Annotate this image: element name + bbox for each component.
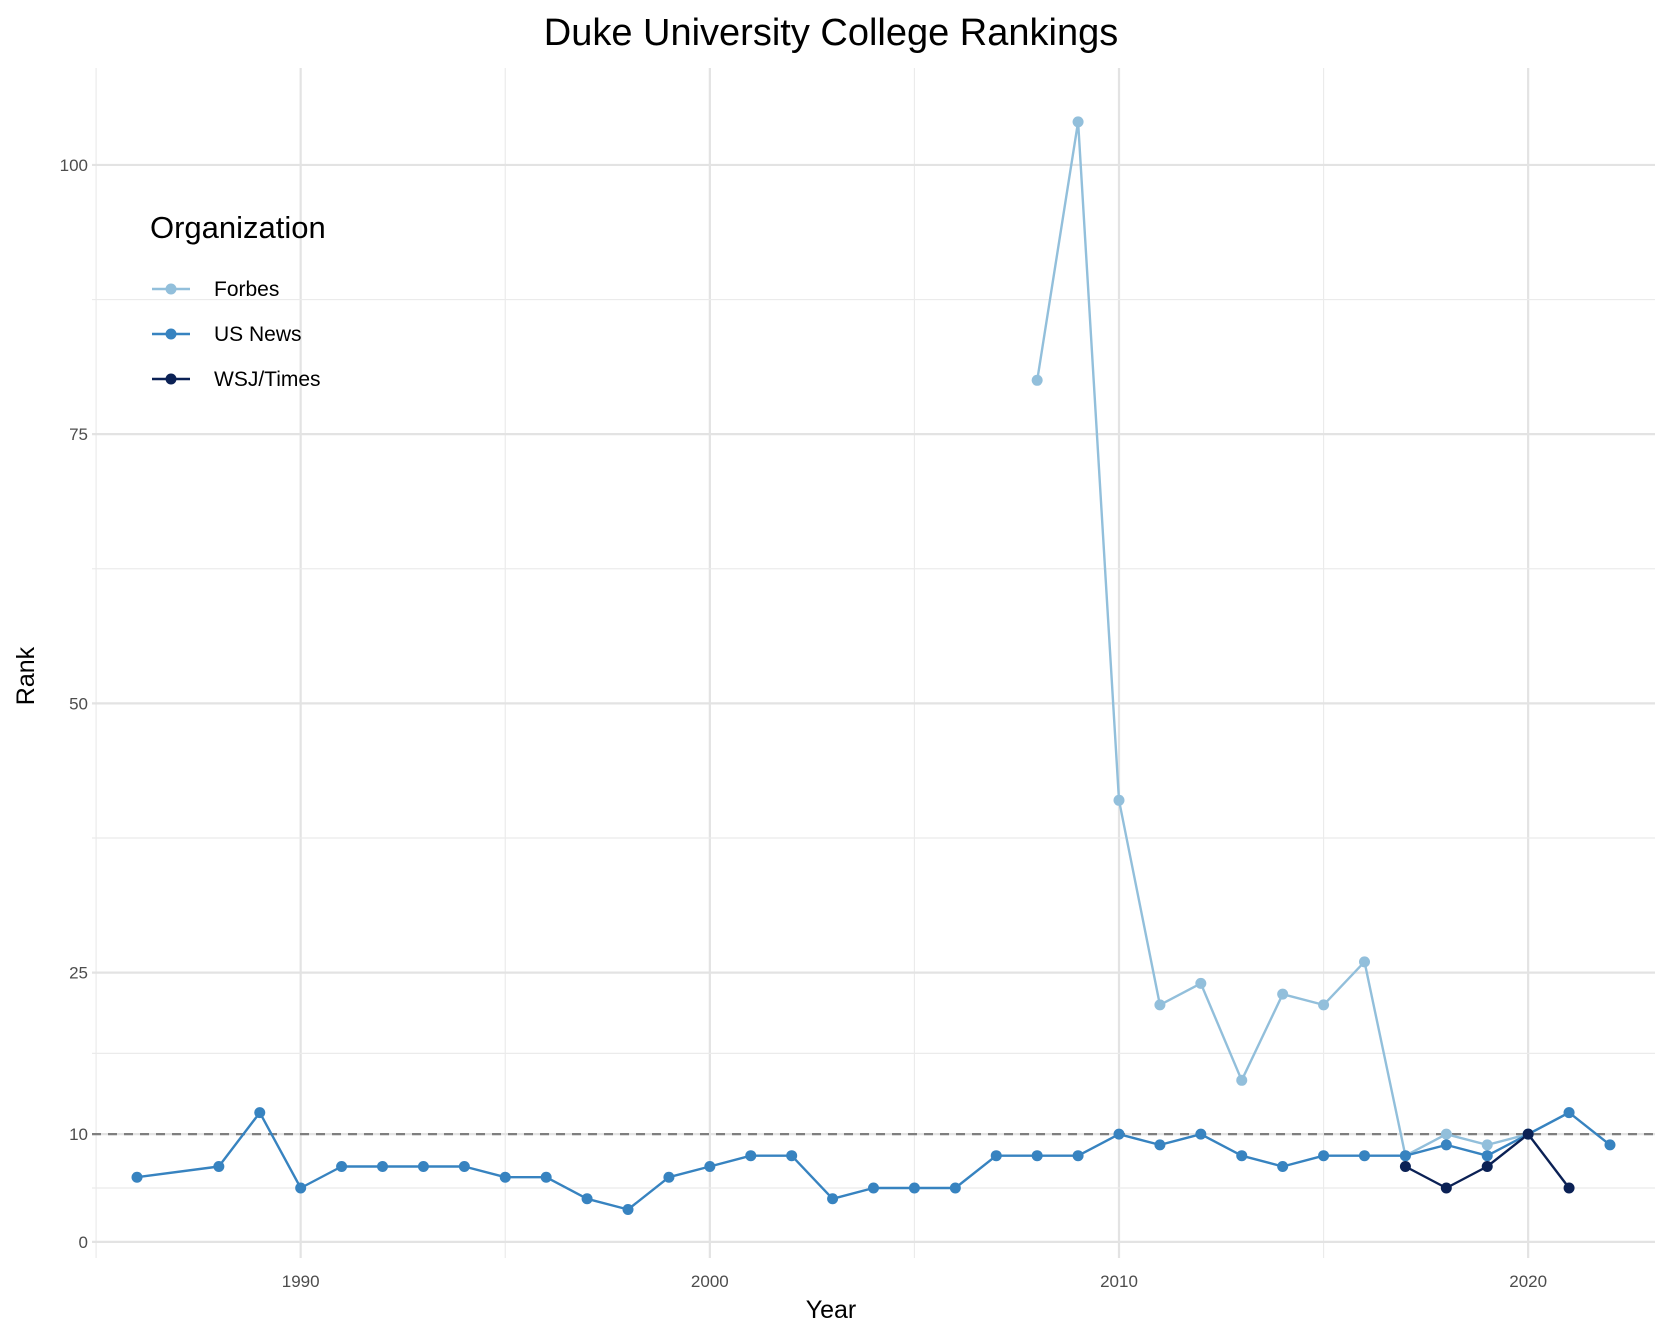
data-point-us-news [786,1150,798,1162]
legend: Organization Forbes US News WSJ/Times [150,210,326,391]
series-forbes [1031,116,1575,1162]
x-tick-label: 2000 [691,1272,729,1291]
data-point-forbes [1318,999,1330,1011]
data-point-us-news [663,1171,675,1183]
legend-item-us-news: US News [152,323,302,346]
data-point-wsj-times [1522,1128,1534,1140]
data-point-us-news [131,1171,143,1183]
data-point-us-news [1154,1139,1166,1151]
legend-title: Organization [150,210,326,245]
data-point-forbes [1277,988,1289,1000]
data-point-us-news [213,1160,225,1172]
data-point-us-news [1604,1139,1616,1151]
y-tick-label: 10 [69,1125,88,1144]
data-point-us-news [1236,1150,1248,1162]
data-point-forbes [1440,1128,1452,1140]
legend-item-forbes: Forbes [152,278,279,301]
data-point-us-news [1399,1150,1411,1162]
series-wsj-times [1399,1128,1575,1194]
data-point-us-news [908,1182,920,1194]
series-line-forbes [1036,120,1570,1157]
chart-title: Duke University College Rankings [544,12,1118,54]
tick-labels: 1990 2000 2010 2020 0 10 25 50 75 100 [60,156,1547,1291]
data-point-us-news [868,1182,879,1194]
data-point-us-news [990,1150,1002,1162]
series-layer [131,116,1616,1216]
data-point-us-news [704,1160,716,1172]
grid [92,68,1655,1258]
legend-key-point [165,283,177,295]
data-point-forbes [1195,977,1207,989]
y-tick-label: 100 [60,156,88,175]
legend-label: WSJ/Times [214,368,321,391]
data-point-us-news [1358,1150,1370,1162]
data-point-forbes [1031,374,1043,386]
data-point-us-news [581,1193,593,1205]
x-tick-label: 1990 [282,1272,320,1291]
data-point-forbes [1236,1074,1248,1086]
legend-key-point [165,373,177,385]
data-point-us-news [295,1182,307,1194]
legend-key-point [165,328,177,340]
legend-item-wsj-times: WSJ/Times [152,368,321,391]
data-point-wsj-times [1440,1182,1452,1194]
data-point-us-news [1031,1150,1043,1162]
y-tick-label: 0 [79,1233,88,1252]
data-point-wsj-times [1563,1182,1575,1194]
data-point-us-news [1563,1107,1575,1119]
data-point-us-news [622,1204,634,1216]
data-point-us-news [827,1193,839,1205]
data-point-us-news [1113,1128,1125,1140]
data-point-us-news [458,1160,470,1172]
data-point-wsj-times [1399,1160,1411,1172]
legend-label: US News [214,323,302,346]
x-tick-label: 2010 [1100,1272,1138,1291]
data-point-us-news [417,1160,429,1172]
data-point-us-news [499,1171,511,1183]
data-point-forbes [1154,999,1166,1011]
data-point-forbes [1481,1139,1493,1151]
data-point-us-news [1318,1150,1330,1162]
data-point-us-news [254,1107,266,1119]
data-point-forbes [1072,116,1084,128]
x-axis-title: Year [806,1296,857,1324]
y-axis-title: Rank [12,646,40,705]
data-point-us-news [1072,1150,1084,1162]
data-point-forbes [1358,956,1370,968]
data-point-us-news [1277,1160,1289,1172]
series-us-news [131,1107,1616,1216]
legend-label: Forbes [214,278,279,301]
data-point-forbes [1113,794,1125,806]
data-point-us-news [377,1160,389,1172]
data-point-us-news [949,1182,961,1194]
data-point-us-news [745,1150,757,1162]
y-tick-label: 75 [69,425,88,444]
y-tick-label: 50 [69,694,88,713]
data-point-us-news [540,1171,552,1183]
data-point-us-news [1440,1139,1452,1151]
data-point-us-news [1195,1128,1207,1140]
y-tick-label: 25 [69,964,88,983]
data-point-us-news [1481,1150,1493,1162]
data-point-us-news [336,1160,348,1172]
series-line-us-news [136,1111,1611,1211]
data-point-wsj-times [1481,1160,1493,1172]
x-tick-label: 2020 [1509,1272,1547,1291]
